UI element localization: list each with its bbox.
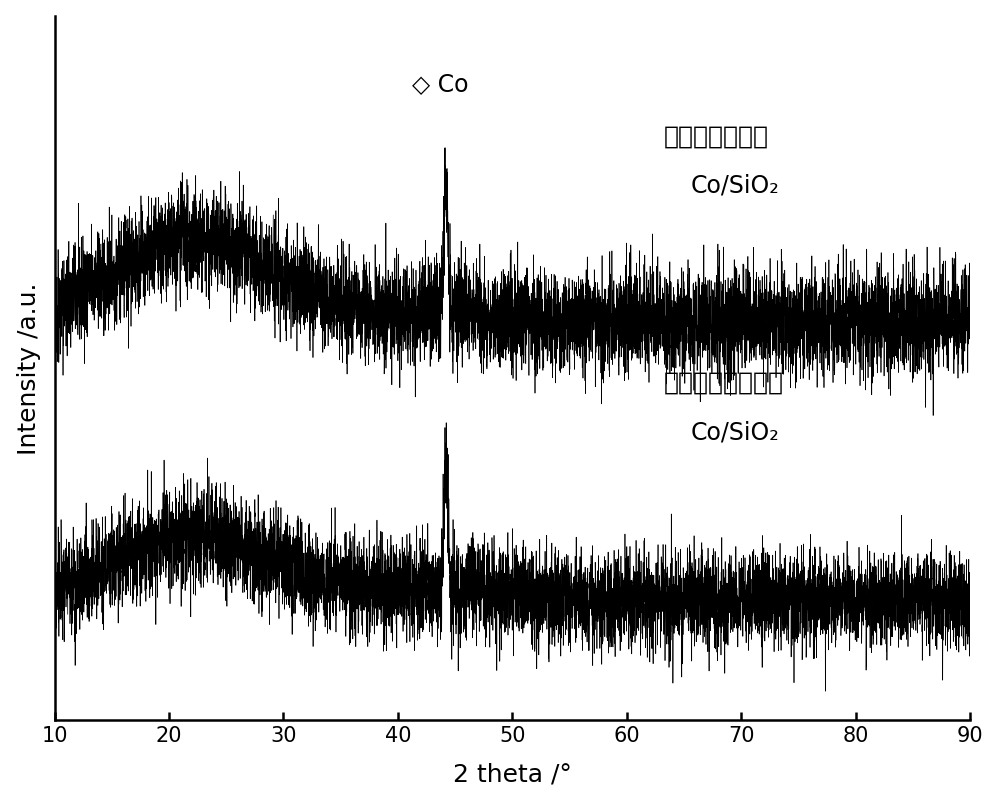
Text: 未经还原氧化处理: 未经还原氧化处理 [663,371,783,395]
Text: 经还原氧化处理: 经还原氧化处理 [663,124,768,148]
Text: Co/SiO₂: Co/SiO₂ [691,419,780,444]
Y-axis label: Intensity /a.u.: Intensity /a.u. [17,282,41,455]
X-axis label: 2 theta /°: 2 theta /° [453,761,572,785]
Text: Co/SiO₂: Co/SiO₂ [691,173,780,197]
Text: ◇ Co: ◇ Co [412,71,468,95]
